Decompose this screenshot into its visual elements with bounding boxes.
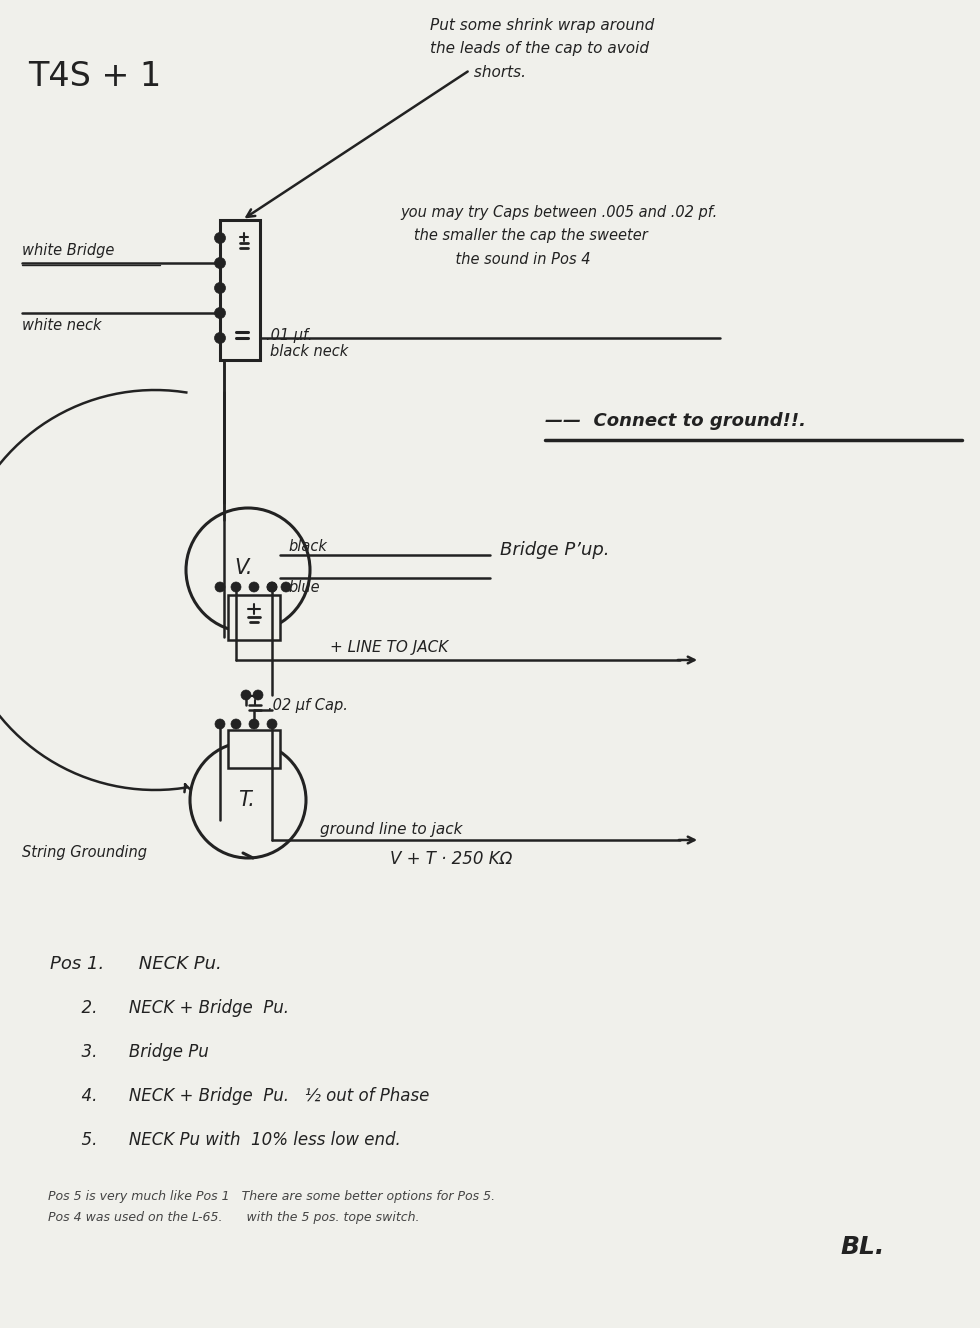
Text: Pos 5 is very much like Pos 1   There are some better options for Pos 5.
Pos 4 w: Pos 5 is very much like Pos 1 There are … (48, 1190, 495, 1224)
Text: Pos 1.      NECK Pu.: Pos 1. NECK Pu. (50, 955, 221, 973)
Circle shape (231, 718, 241, 729)
Circle shape (215, 582, 225, 592)
Text: V + T · 250 KΩ: V + T · 250 KΩ (390, 850, 513, 869)
Circle shape (215, 308, 225, 319)
Text: black: black (288, 539, 327, 554)
Text: String Grounding: String Grounding (22, 845, 147, 861)
Circle shape (231, 582, 241, 592)
Circle shape (249, 582, 259, 592)
Bar (228, 595, 280, 640)
Circle shape (249, 718, 259, 729)
Text: .01 µf.: .01 µf. (266, 328, 313, 343)
Circle shape (215, 258, 225, 268)
Bar (220, 220, 260, 360)
Text: Bridge P’up.: Bridge P’up. (500, 540, 610, 559)
Circle shape (190, 742, 306, 858)
Text: you may try Caps between .005 and .02 pf.
   the smaller the cap the sweeter
   : you may try Caps between .005 and .02 pf… (400, 205, 717, 267)
Text: BL.: BL. (840, 1235, 884, 1259)
Circle shape (267, 582, 277, 592)
Circle shape (267, 718, 277, 729)
Text: T.: T. (238, 790, 255, 810)
Circle shape (281, 582, 291, 592)
Circle shape (241, 691, 251, 700)
Text: 3.      Bridge Pu: 3. Bridge Pu (50, 1042, 209, 1061)
Text: white neck: white neck (22, 317, 102, 333)
Text: T4S + 1: T4S + 1 (28, 60, 162, 93)
Circle shape (215, 332, 225, 344)
Circle shape (215, 232, 225, 243)
Bar (228, 730, 280, 768)
Text: + LINE TO JACK: + LINE TO JACK (330, 640, 448, 655)
Text: 2.      NECK + Bridge  Pu.: 2. NECK + Bridge Pu. (50, 999, 289, 1017)
Text: 5.      NECK Pu with  10% less low end.: 5. NECK Pu with 10% less low end. (50, 1131, 401, 1149)
Text: black neck: black neck (270, 344, 348, 359)
Text: Put some shrink wrap around
the leads of the cap to avoid
         shorts.: Put some shrink wrap around the leads of… (430, 19, 655, 80)
Circle shape (253, 691, 263, 700)
Text: .02 µf Cap.: .02 µf Cap. (268, 699, 348, 713)
Circle shape (267, 582, 277, 592)
Text: V.: V. (234, 558, 253, 578)
Text: blue: blue (288, 580, 319, 595)
Text: 4.      NECK + Bridge  Pu.   ½ out of Phase: 4. NECK + Bridge Pu. ½ out of Phase (50, 1088, 429, 1105)
Text: white Bridge: white Bridge (22, 243, 115, 258)
Text: ——  Connect to ground!!.: —— Connect to ground!!. (545, 412, 806, 430)
Text: ground line to jack: ground line to jack (320, 822, 463, 837)
Circle shape (186, 509, 310, 632)
Circle shape (215, 718, 225, 729)
Circle shape (215, 283, 225, 293)
